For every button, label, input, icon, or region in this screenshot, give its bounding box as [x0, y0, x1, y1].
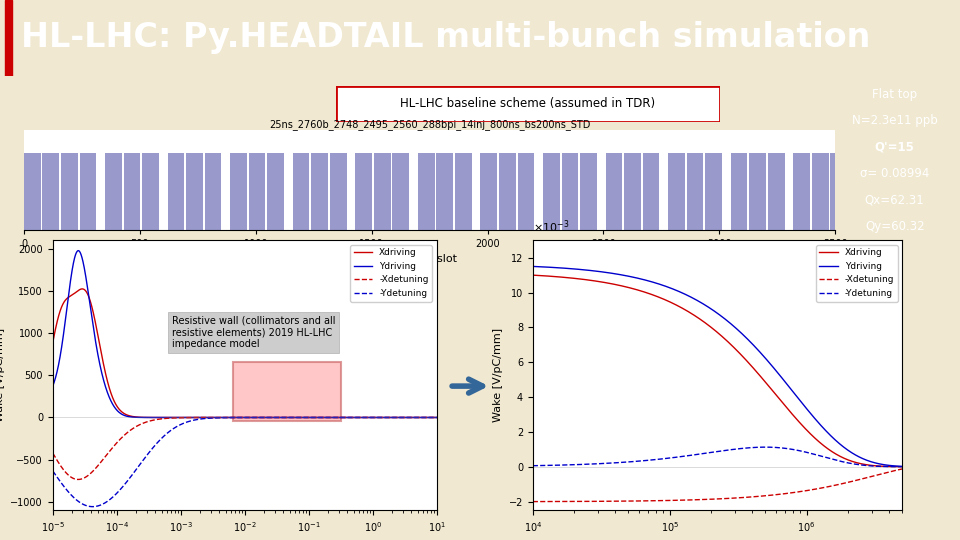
-Ydetuning [823, 455, 834, 461]
-Xdetuning [47, 450, 59, 456]
-Xdetuning [72, 476, 84, 483]
-Xdetuning [113, 437, 125, 443]
Ydriving [423, 414, 435, 421]
-Xdetuning [527, 498, 539, 505]
Xdriving [815, 440, 827, 447]
Y-axis label: Wake [V/pC/mm]: Wake [V/pC/mm] [0, 328, 5, 422]
Ydriving [73, 247, 84, 254]
-Ydetuning [564, 462, 576, 468]
Text: Flat top: Flat top [872, 88, 918, 101]
Y-axis label: Wake [V/pC/mm]: Wake [V/pC/mm] [493, 328, 503, 422]
Text: HL-LHC baseline scheme (assumed in TDR): HL-LHC baseline scheme (assumed in TDR) [400, 97, 656, 111]
-Xdetuning [382, 414, 394, 421]
Line: -Xdetuning: -Xdetuning [533, 469, 902, 502]
Ydriving [822, 429, 833, 436]
Ydriving [382, 414, 394, 421]
Line: Ydriving: Ydriving [533, 266, 902, 467]
Text: N=2.3e11 ppb: N=2.3e11 ppb [852, 114, 938, 127]
Xdriving [47, 339, 59, 346]
Xdriving [897, 463, 908, 470]
Xdriving [431, 414, 443, 421]
Line: Xdriving: Xdriving [533, 275, 902, 467]
Xdriving [690, 313, 702, 320]
Ydriving [431, 414, 443, 421]
Ydriving [211, 414, 223, 421]
Line: Xdriving: Xdriving [53, 289, 437, 417]
Text: Qy=60.32: Qy=60.32 [865, 220, 924, 233]
Xdriving [195, 414, 206, 421]
Text: HL-LHC: Py.HEADTAIL multi-bunch simulation: HL-LHC: Py.HEADTAIL multi-bunch simulati… [21, 21, 871, 55]
-Xdetuning [91, 464, 103, 470]
Ydriving [677, 289, 688, 296]
Ydriving [780, 381, 792, 387]
Ydriving [195, 414, 206, 421]
Ydriving [690, 296, 702, 303]
-Ydetuning [690, 451, 702, 458]
Ydriving [564, 265, 576, 272]
Xdriving [677, 305, 688, 312]
Xdriving [822, 446, 833, 452]
Xdriving [211, 414, 223, 421]
-Xdetuning [677, 497, 688, 503]
Xdriving [423, 414, 435, 421]
-Xdetuning [431, 414, 443, 421]
Text: Q'=15: Q'=15 [875, 141, 915, 154]
-Ydetuning [423, 414, 435, 421]
-Ydetuning [431, 414, 443, 421]
Text: Qx=62.31: Qx=62.31 [865, 194, 924, 207]
Line: -Xdetuning: -Xdetuning [53, 417, 437, 480]
-Xdetuning [564, 498, 576, 505]
Line: Ydriving: Ydriving [53, 251, 437, 417]
Ydriving [527, 263, 539, 269]
-Ydetuning [677, 453, 688, 460]
-Ydetuning [781, 446, 793, 452]
Bar [233, 362, 341, 421]
Ydriving [815, 422, 827, 429]
-Ydetuning [897, 463, 908, 470]
-Xdetuning [211, 414, 223, 421]
Line: -Ydetuning: -Ydetuning [533, 447, 902, 467]
-Xdetuning [195, 414, 206, 421]
-Ydetuning [195, 416, 206, 422]
Xdriving [382, 414, 394, 421]
-Xdetuning [423, 414, 435, 421]
Bar [5, 0, 12, 76]
Text: $\times10^{-3}$: $\times10^{-3}$ [533, 218, 569, 235]
-Xdetuning [897, 465, 908, 472]
Ydriving [47, 383, 59, 389]
-Ydetuning [527, 462, 539, 469]
Ydriving [897, 463, 908, 470]
-Ydetuning [47, 468, 59, 474]
Xdriving [527, 272, 539, 279]
-Xdetuning [822, 483, 833, 490]
Xdriving [564, 275, 576, 281]
Text: Resistive wall (collimators and all
resistive elements) 2019 HL-LHC
impedance mo: Resistive wall (collimators and all resi… [172, 316, 335, 349]
X-axis label: time [ns]: time [ns] [220, 539, 270, 540]
Xdriving [780, 404, 792, 411]
Xdriving [113, 407, 125, 413]
X-axis label: time [ns]: time [ns] [692, 539, 743, 540]
-Ydetuning [86, 503, 98, 510]
Ydriving [91, 345, 103, 352]
Title: 25ns_2760b_2748_2495_2560_288bpi_14inj_800ns_bs200ns_STD: 25ns_2760b_2748_2495_2560_288bpi_14inj_8… [269, 119, 590, 130]
-Ydetuning [211, 415, 223, 421]
Xdriving [77, 286, 88, 292]
-Xdetuning [780, 490, 792, 497]
Legend: Xdriving, Ydriving, -Xdetuning, -Ydetuning: Xdriving, Ydriving, -Xdetuning, -Ydetuni… [350, 245, 432, 301]
-Ydetuning [91, 503, 103, 509]
-Xdetuning [690, 497, 702, 503]
Legend: Xdriving, Ydriving, -Xdetuning, -Ydetuning: Xdriving, Ydriving, -Xdetuning, -Ydetuni… [816, 245, 898, 301]
-Ydetuning [382, 414, 394, 421]
Text: σ= 0.08994: σ= 0.08994 [860, 167, 929, 180]
-Ydetuning [816, 453, 828, 460]
-Ydetuning [759, 444, 771, 450]
Line: -Ydetuning: -Ydetuning [53, 417, 437, 507]
Xdriving [91, 326, 103, 333]
-Xdetuning [815, 485, 827, 491]
-Ydetuning [113, 487, 125, 494]
X-axis label: 25 ns slot: 25 ns slot [402, 254, 457, 264]
Ydriving [113, 409, 125, 416]
